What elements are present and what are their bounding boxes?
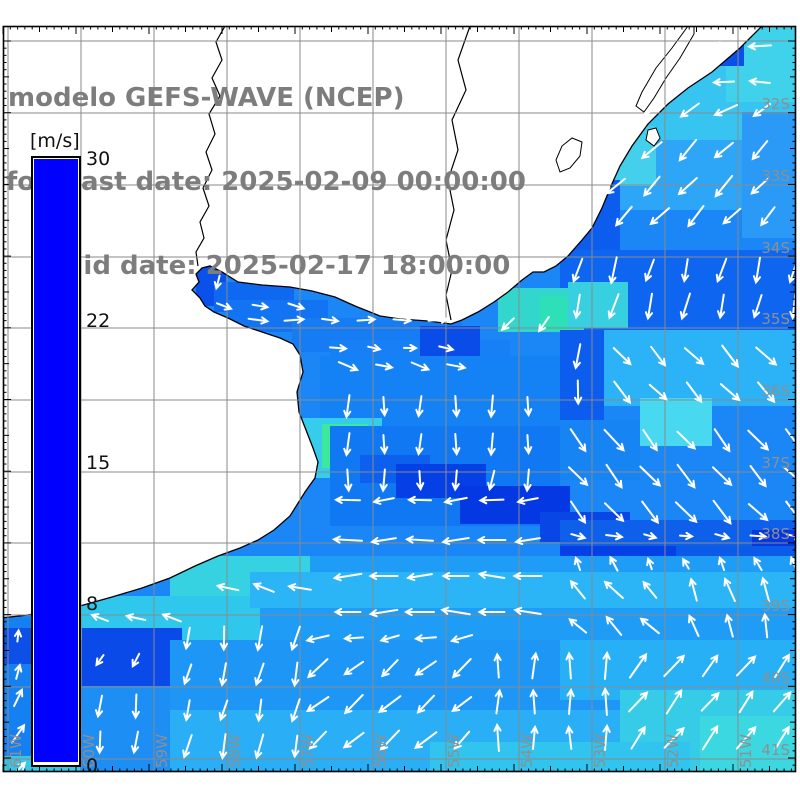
lon-label: 51W bbox=[737, 734, 755, 768]
graticule-labels: 61W 60W 59W 58W 57W 56W 55W 54W 53W 52W 51W 32S 33S 3… bbox=[7, 95, 790, 768]
lon-label: 58W bbox=[226, 734, 244, 768]
colorbar-tick-22: 22 bbox=[86, 309, 111, 332]
lon-label: 53W bbox=[591, 734, 609, 768]
lon-label: 60W bbox=[80, 734, 98, 768]
river-line bbox=[195, 26, 226, 267]
lon-label: 52W bbox=[664, 734, 682, 768]
axis-ticks bbox=[2, 26, 796, 772]
lon-label: 56W bbox=[372, 734, 390, 768]
lagoon-outline bbox=[555, 137, 583, 173]
lat-label: 36S bbox=[761, 382, 790, 400]
lat-label: 35S bbox=[761, 310, 790, 328]
graticule bbox=[3, 26, 796, 772]
lon-label: 61W bbox=[7, 734, 25, 768]
colorbar-unit-label: [m/s] bbox=[30, 130, 80, 152]
lon-label: 55W bbox=[445, 734, 463, 768]
lat-label: 34S bbox=[761, 239, 790, 257]
river-line bbox=[445, 26, 471, 321]
colorbar-tick-15: 15 bbox=[86, 451, 111, 474]
colorbar-tick-30: 30 bbox=[86, 148, 111, 170]
lon-label: 57W bbox=[299, 734, 317, 768]
lat-label: 41S bbox=[761, 741, 790, 759]
lat-label: 32S bbox=[761, 95, 790, 113]
lon-label: 59W bbox=[153, 734, 171, 768]
lat-label: 37S bbox=[761, 454, 790, 472]
lat-label: 38S bbox=[761, 525, 790, 543]
colorbar-tick-0: 0 bbox=[86, 755, 99, 777]
colorbar-gradient bbox=[34, 159, 78, 762]
lagoon-outline bbox=[645, 127, 661, 147]
wave-direction-arrows bbox=[11, 41, 796, 772]
lat-label: 40S bbox=[761, 669, 790, 687]
lat-label: 33S bbox=[761, 167, 790, 185]
colorbar-tick-8: 8 bbox=[86, 593, 99, 616]
lon-label: 54W bbox=[518, 734, 536, 768]
lat-label: 39S bbox=[761, 597, 790, 615]
colorbar bbox=[31, 156, 81, 767]
